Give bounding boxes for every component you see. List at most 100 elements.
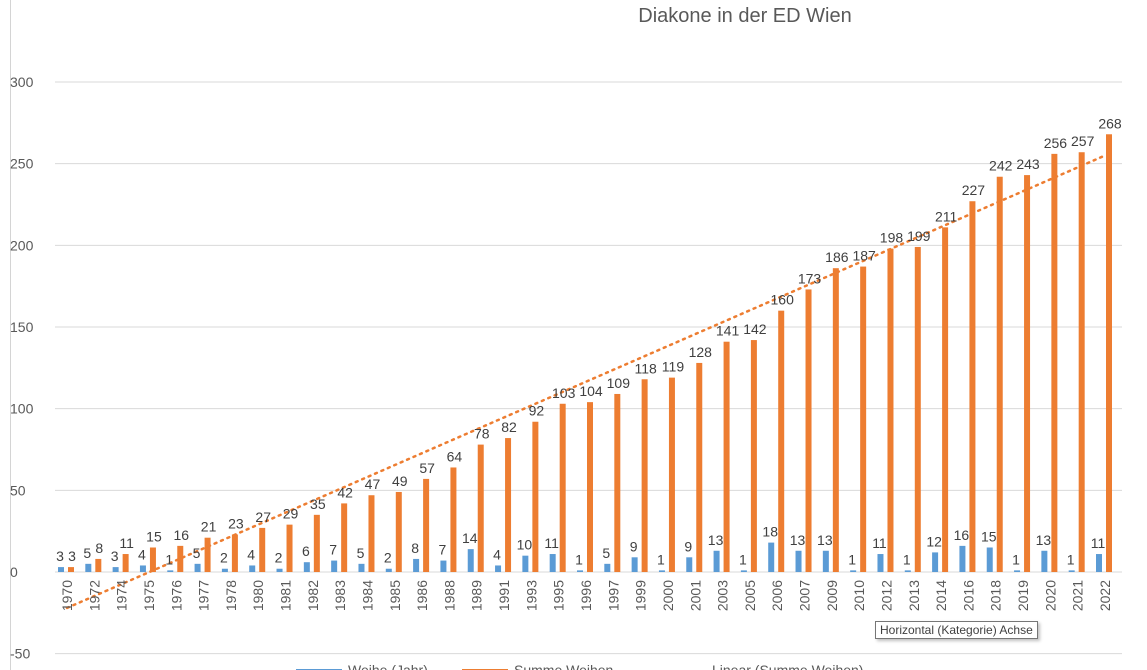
data-label-weihe: 2 <box>275 550 283 566</box>
x-tick-label: 2007 <box>797 580 813 611</box>
data-label-summe: 29 <box>283 506 299 522</box>
x-tick-label: 1984 <box>359 580 375 611</box>
legend-label: Linear (Summe Weihen) <box>712 662 864 670</box>
data-label-weihe: 16 <box>954 527 970 543</box>
data-label-summe: 64 <box>447 448 463 464</box>
data-label-weihe: 1 <box>1067 551 1075 567</box>
y-tick-label: 100 <box>10 401 34 417</box>
data-label-summe: 23 <box>228 515 244 531</box>
data-label-summe: 186 <box>825 249 849 265</box>
bar-summe <box>231 534 238 572</box>
x-tick-label: 2020 <box>1042 580 1058 611</box>
bar-weihe <box>249 565 256 572</box>
bar-summe <box>1024 175 1031 572</box>
x-tick-label: 2018 <box>988 580 1004 611</box>
bar-summe <box>95 558 102 572</box>
x-tick-label: 1985 <box>387 580 403 611</box>
data-label-weihe: 2 <box>220 550 228 566</box>
bar-summe <box>341 503 348 572</box>
bar-summe <box>860 266 867 572</box>
data-label-weihe: 10 <box>517 537 533 553</box>
data-label-weihe: 18 <box>762 524 778 540</box>
legend-label: Summe Weihen <box>514 662 614 670</box>
bar-summe <box>395 491 402 572</box>
bar-weihe <box>194 563 201 572</box>
x-tick-label: 2005 <box>742 580 758 611</box>
data-label-summe: 118 <box>634 360 657 376</box>
bar-weihe <box>604 563 611 572</box>
x-tick-label: 1970 <box>59 580 75 611</box>
data-label-weihe: 1 <box>848 551 856 567</box>
y-tick-label: 0 <box>10 564 18 580</box>
bar-weihe <box>303 562 310 572</box>
bar-weihe <box>850 570 857 572</box>
data-label-weihe: 1 <box>657 551 665 567</box>
bar-summe <box>313 514 320 572</box>
x-tick-label: 1976 <box>168 580 184 611</box>
data-label-summe: 128 <box>689 344 713 360</box>
bar-summe <box>887 248 894 572</box>
data-label-summe: 21 <box>201 519 217 535</box>
bar-weihe <box>713 550 720 572</box>
bar-summe <box>969 201 976 572</box>
legend-label: Weihe (Jahr) <box>348 662 428 670</box>
data-label-summe: 198 <box>880 230 904 246</box>
bar-summe <box>559 403 566 572</box>
legend-item-summe[interactable]: Summe Weihen <box>462 662 613 670</box>
legend-item-linear[interactable]: Linear (Summe Weihen) <box>660 662 863 670</box>
bar-summe <box>696 362 703 572</box>
bar-summe <box>942 227 949 572</box>
data-label-weihe: 11 <box>1091 535 1106 551</box>
x-tick-label: 1978 <box>223 580 239 611</box>
data-label-weihe: 5 <box>193 545 201 561</box>
bar-weihe <box>167 570 174 572</box>
x-tick-label: 1988 <box>441 580 457 611</box>
data-label-summe: 141 <box>716 323 740 339</box>
data-label-weihe: 5 <box>83 545 91 561</box>
data-label-summe: 47 <box>365 476 381 492</box>
bar-weihe <box>358 563 365 572</box>
bar-summe <box>641 379 648 572</box>
x-tick-label: 2013 <box>906 580 922 611</box>
data-label-weihe: 1 <box>165 551 173 567</box>
bar-summe <box>149 547 156 572</box>
data-label-weihe: 6 <box>302 543 310 559</box>
bar-summe <box>587 402 593 572</box>
bar-summe <box>723 341 730 572</box>
data-label-weihe: 13 <box>708 532 724 548</box>
x-tick-label: 1980 <box>250 580 266 611</box>
bar-summe <box>614 393 621 572</box>
data-label-weihe: 1 <box>575 551 583 567</box>
x-tick-label: 2016 <box>960 580 976 611</box>
x-tick-label: 1996 <box>578 580 594 611</box>
chart-title: Diakone in der ED Wien <box>638 5 851 27</box>
data-label-summe: 256 <box>1044 135 1068 151</box>
bar-weihe <box>58 567 64 572</box>
x-tick-label: 1983 <box>332 580 348 611</box>
legend-item-weihe[interactable]: Weihe (Jahr) <box>296 662 428 670</box>
bar-weihe <box>522 555 529 572</box>
bar-summe <box>286 524 293 572</box>
bar-weihe <box>1068 570 1075 572</box>
data-label-summe: 160 <box>771 292 795 308</box>
bar-weihe <box>631 557 638 572</box>
data-label-summe: 142 <box>743 321 767 337</box>
y-tick-label: -50 <box>10 646 30 662</box>
data-label-weihe: 13 <box>1036 532 1052 548</box>
x-tick-label: 1972 <box>86 580 102 611</box>
data-label-weihe: 7 <box>329 542 337 558</box>
x-tick-label: 1977 <box>196 580 212 611</box>
data-label-weihe: 1 <box>739 551 747 567</box>
bar-weihe <box>440 560 447 572</box>
data-label-summe: 78 <box>474 426 490 442</box>
bar-weihe <box>1014 570 1021 572</box>
x-tick-label: 2006 <box>769 580 785 611</box>
data-label-weihe: 13 <box>790 532 806 548</box>
bar-summe <box>122 554 129 572</box>
bar-summe <box>1106 134 1112 572</box>
data-label-weihe: 3 <box>56 548 64 564</box>
bar-summe <box>1051 153 1058 572</box>
data-label-summe: 3 <box>68 548 76 564</box>
data-label-weihe: 1 <box>1012 551 1020 567</box>
